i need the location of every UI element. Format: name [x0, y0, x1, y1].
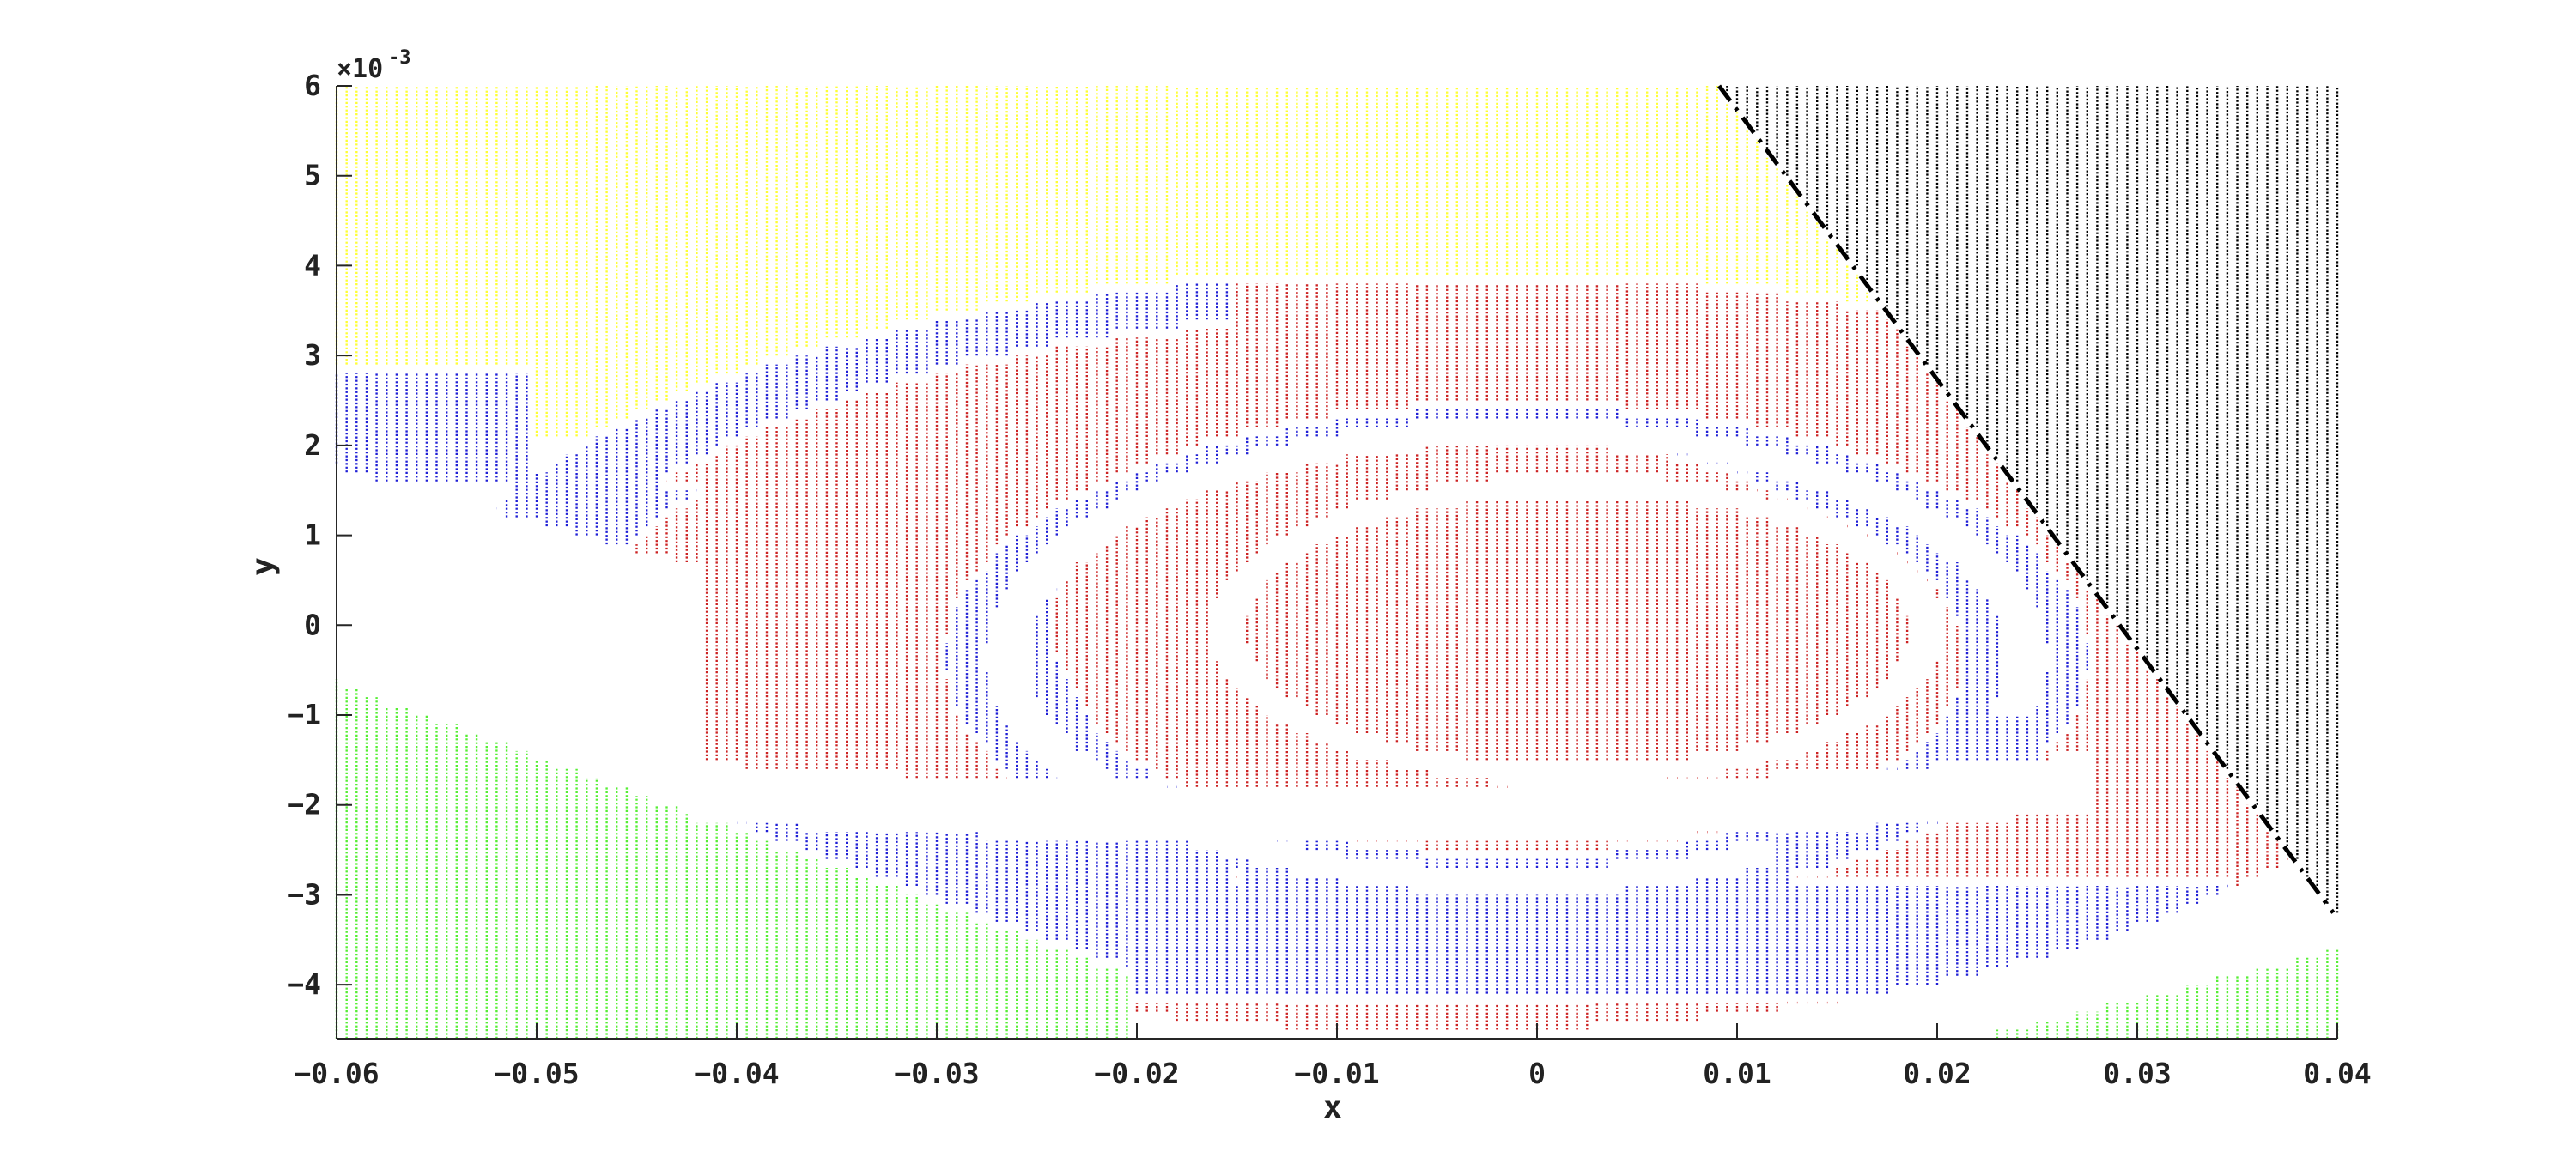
y-axis-ticks: 6 5 4 3 2 1 0 −1 −2 −3 −4: [287, 69, 352, 1001]
x-tick-label: 0: [1528, 1057, 1546, 1090]
x-tick-label: −0.05: [494, 1057, 579, 1090]
scatter-points-layer: [335, 86, 2339, 1039]
y-tick-label: 4: [304, 248, 321, 282]
y-tick-label: 1: [304, 518, 321, 552]
y-exponent-power: -3: [388, 47, 411, 69]
boundary-line: [1717, 84, 2336, 914]
x-tick-label: −0.02: [1094, 1057, 1179, 1090]
boundary-line-layer: [1717, 84, 2336, 914]
y-tick-label: 6: [304, 69, 321, 102]
x-tick-label: −0.06: [294, 1057, 379, 1090]
x-tick-label: −0.01: [1294, 1057, 1379, 1090]
y-tick-label: 3: [304, 338, 321, 372]
x-tick-label: 0.01: [1703, 1057, 1771, 1090]
y-exponent-base: ×10: [337, 54, 383, 84]
y-tick-label: 2: [304, 428, 321, 462]
y-tick-label: −1: [287, 698, 321, 731]
y-tick-label: −2: [287, 788, 321, 821]
x-tick-label: 0.04: [2303, 1057, 2371, 1090]
x-axis-ticks: −0.06 −0.05 −0.04 −0.03 −0.02 −0.01 0 0.01 0.02 0…: [294, 1023, 2372, 1090]
y-tick-label: −4: [287, 967, 321, 1001]
y-tick-label: −3: [287, 877, 321, 911]
y-axis-label: y: [246, 557, 281, 576]
x-tick-label: 0.03: [2103, 1057, 2171, 1090]
x-axis-label: x: [1323, 1090, 1342, 1125]
x-tick-label: 0.02: [1903, 1057, 1971, 1090]
x-tick-label: −0.03: [894, 1057, 979, 1090]
y-tick-label: 5: [304, 159, 321, 192]
x-tick-label: −0.04: [694, 1057, 779, 1090]
y-tick-label: 0: [304, 608, 321, 641]
